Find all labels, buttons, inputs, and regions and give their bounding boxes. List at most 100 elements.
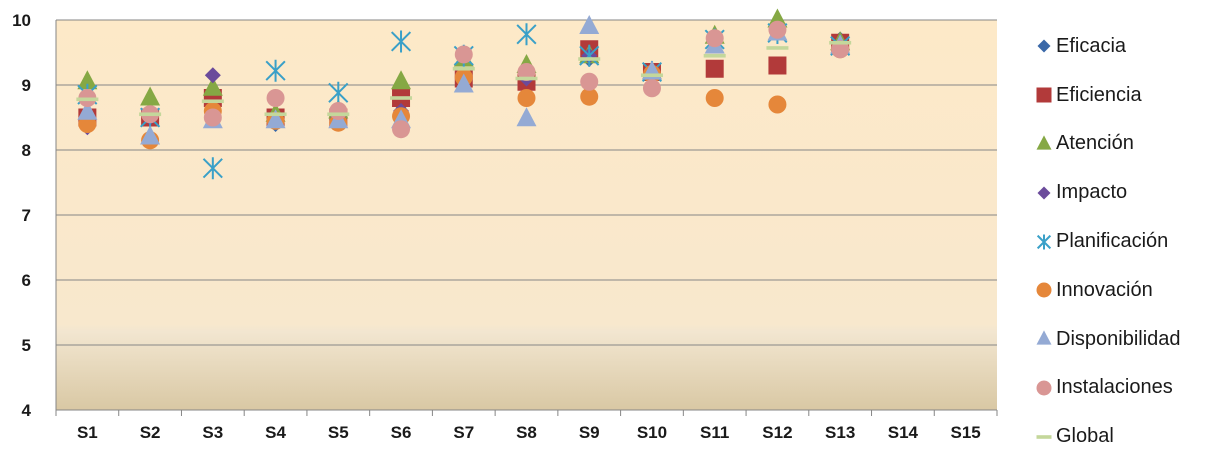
point-Atención-S2: [140, 86, 161, 106]
point-Disponibilidad-S9: [579, 15, 600, 34]
x-tick-label: S5: [328, 423, 349, 442]
point-Planificación-S3: [202, 157, 223, 180]
point-Instalaciones-S7: [454, 45, 473, 64]
legend-item: Planificación: [1034, 217, 1181, 266]
point-Innovación-S11: [705, 89, 724, 107]
legend-item: Impacto: [1034, 168, 1181, 217]
point-Planificación-S4: [265, 59, 286, 82]
point-Impacto-S3: [204, 67, 221, 84]
point-Global-S11: [703, 53, 726, 58]
legend-item: Disponibilidad: [1034, 315, 1181, 364]
point-Atención-S3: [202, 76, 223, 96]
tick-labels: 4 5 6 7 8 9 10 S1 S2 S3 S4 S5 S6 S7 S8 S9 S10 S11 S12 S13 S1…: [12, 11, 981, 442]
data-marks: [76, 8, 852, 180]
x-tick-label: S1: [77, 423, 98, 442]
point-Global-S12: [766, 46, 789, 50]
y-tick-label: 6: [22, 271, 31, 290]
x-tick-label: S11: [700, 423, 729, 442]
point-Eficiencia-S11: [705, 59, 724, 78]
point-Disponibilidad-S1: [77, 100, 98, 120]
x-tick-label: S7: [453, 423, 474, 442]
point-Planificación-S5: [328, 81, 349, 104]
point-Instalaciones-S13: [831, 40, 850, 59]
x-tick-label: S10: [637, 423, 667, 442]
legend-item: Eficacia: [1034, 22, 1181, 71]
legend-marker-icon: [1036, 330, 1052, 345]
point-Global-S5: [327, 112, 350, 117]
point-Instalaciones-S3: [203, 108, 222, 127]
legend-label: Atención: [1056, 132, 1134, 155]
legend-label: Impacto: [1056, 181, 1128, 204]
point-Atención-S1: [77, 70, 98, 90]
point-Instalaciones-S5: [329, 102, 348, 120]
point-Planificación-S6: [390, 30, 412, 53]
point-Global-S8: [515, 76, 538, 81]
point-Innovación-S12: [768, 95, 787, 114]
legend-label: Planificación: [1056, 230, 1169, 253]
x-tick-label: S2: [140, 423, 161, 442]
x-tick-label: S13: [825, 423, 855, 442]
x-tick-label: S12: [762, 423, 792, 442]
legend-item: Innovación: [1034, 266, 1181, 315]
point-Instalaciones-S9: [580, 72, 599, 91]
legend-marker-icon: [1036, 434, 1052, 439]
legend-marker-icon: [1036, 135, 1052, 150]
point-Global-S2: [139, 112, 162, 117]
legend: Eficacia Eficiencia Atención Impacto Planifi…: [1034, 22, 1181, 461]
y-tick-label: 8: [22, 141, 31, 160]
x-tick-label: S9: [579, 423, 600, 442]
legend-item: Instalaciones: [1034, 364, 1181, 413]
legend-marker-icon: [1036, 282, 1052, 298]
legend-item: Eficiencia: [1034, 71, 1181, 120]
legend-label: Global: [1056, 425, 1114, 448]
legend-label: Instalaciones: [1056, 376, 1173, 399]
x-tick-label: S4: [265, 423, 286, 442]
y-tick-label: 7: [22, 206, 31, 225]
point-Global-S1: [76, 97, 99, 102]
point-Disponibilidad-S8: [516, 107, 537, 127]
legend-item: Global: [1034, 412, 1181, 461]
axes: [55, 20, 998, 416]
point-Instalaciones-S12: [768, 20, 787, 39]
legend-marker-icon: [1037, 39, 1051, 53]
point-Eficiencia-S12: [768, 56, 787, 75]
legend-label: Eficiencia: [1056, 83, 1142, 106]
x-tick-label: S6: [391, 423, 412, 442]
legend-item: Atención: [1034, 120, 1181, 169]
point-Innovación-S8: [517, 89, 536, 107]
point-Innovación-S9: [580, 87, 599, 106]
point-Instalaciones-S11: [705, 29, 724, 48]
gridlines: [56, 19, 997, 346]
point-Global-S10: [640, 73, 663, 78]
point-Disponibilidad-S2: [140, 125, 161, 145]
point-Global-S4: [264, 112, 287, 117]
point-Disponibilidad-S7: [453, 73, 474, 93]
point-Disponibilidad-S4: [265, 109, 286, 129]
point-Planificación-S8: [516, 23, 537, 46]
y-tick-label: 10: [12, 11, 31, 30]
point-Global-S7: [452, 66, 475, 71]
x-tick-label: S3: [202, 423, 223, 442]
x-tick-label: S8: [516, 423, 537, 442]
legend-label: Disponibilidad: [1056, 327, 1181, 350]
point-Instalaciones-S10: [642, 79, 661, 98]
series-Global: [76, 40, 852, 117]
legend-marker-icon: [1036, 87, 1052, 103]
y-tick-label: 5: [22, 336, 31, 355]
point-Global-S3: [201, 99, 224, 104]
legend-label: Innovación: [1056, 278, 1153, 301]
point-Atención-S6: [391, 70, 412, 90]
point-Global-S6: [390, 96, 413, 100]
y-tick-label: 9: [22, 76, 31, 95]
legend-marker-icon: [1036, 380, 1052, 396]
x-tick-label: S14: [888, 423, 919, 442]
point-Planificación-S9: [579, 44, 600, 67]
point-Global-S9: [578, 57, 601, 61]
point-Global-S13: [829, 40, 852, 45]
point-Instalaciones-S8: [517, 63, 536, 81]
legend-label: Eficacia: [1056, 34, 1127, 57]
legend-marker-icon: [1037, 186, 1051, 200]
y-tick-label: 4: [22, 401, 32, 420]
x-tick-label: S15: [951, 423, 981, 442]
